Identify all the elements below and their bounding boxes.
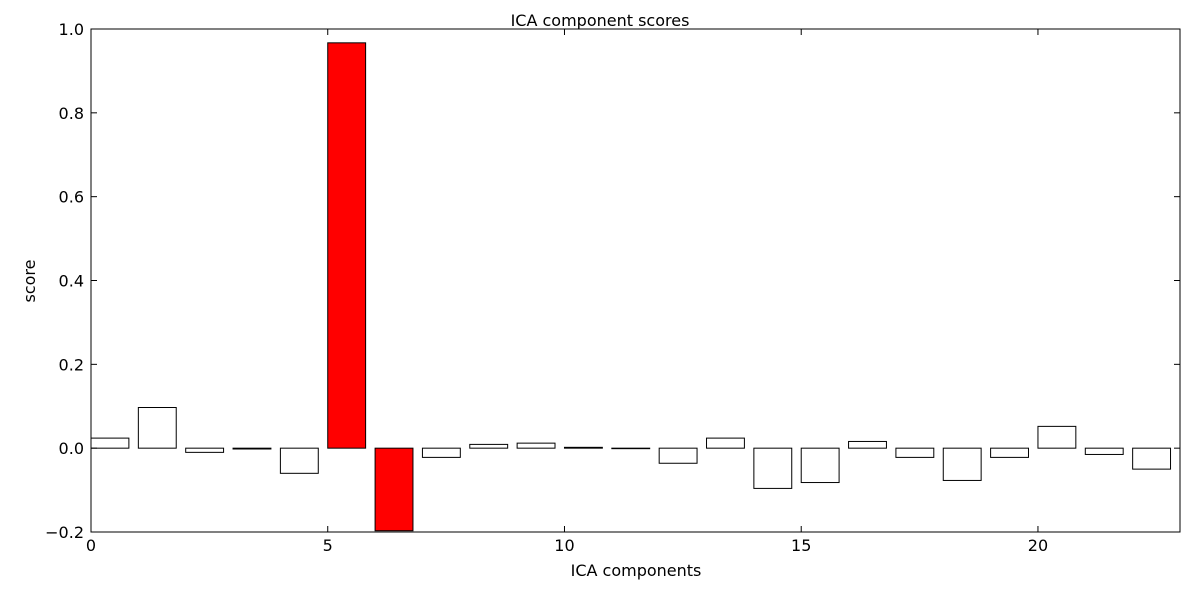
bar-component-22	[1132, 447, 1172, 470]
bar-component-14	[753, 447, 793, 489]
y-tick-label: 0.8	[59, 104, 84, 123]
y-tick-label: 0.2	[59, 355, 84, 374]
y-tick-label: −0.2	[45, 523, 84, 542]
bars-group	[90, 42, 1172, 532]
bar-component-6	[374, 447, 414, 532]
bar-component-18	[942, 447, 982, 481]
y-tick-label: 0.0	[59, 439, 84, 458]
y-tick-label: 0.4	[59, 272, 84, 291]
bar-component-9	[516, 442, 556, 449]
bar-component-4	[279, 447, 319, 474]
y-axis-label: score	[20, 260, 39, 303]
bar-component-12	[658, 447, 698, 464]
bar-component-0	[90, 437, 130, 449]
x-tick-label: 20	[1028, 536, 1048, 555]
bar-component-13	[706, 437, 745, 449]
bar-component-5	[327, 42, 367, 449]
x-tick-label: 15	[791, 536, 811, 555]
bar-component-3	[232, 447, 272, 450]
bar-component-8	[469, 443, 509, 449]
bar-component-10	[563, 446, 603, 449]
bar-component-2	[185, 447, 225, 453]
bar-component-16	[848, 440, 887, 449]
plot-frame	[90, 28, 1181, 533]
x-axis-label: ICA components	[571, 561, 702, 580]
bar-component-20	[1037, 425, 1077, 449]
y-tick-label: 1.0	[59, 20, 84, 39]
tick-labels-group: 0 5 10 15 20 −0.2 0.0 0.2 0.4 0.6 0.8 1.0	[45, 20, 1048, 555]
y-tick-label: 0.6	[59, 188, 84, 207]
x-tick-label: 0	[86, 536, 96, 555]
bar-component-1	[137, 407, 177, 449]
bar-component-15	[800, 447, 840, 484]
bar-component-7	[421, 447, 461, 458]
bar-component-21	[1084, 447, 1124, 455]
x-tick-label: 10	[554, 536, 574, 555]
chart-title: ICA component scores	[511, 11, 690, 30]
x-tick-label: 5	[323, 536, 333, 555]
bar-component-19	[990, 447, 1029, 458]
bar-component-11	[611, 447, 651, 450]
bar-component-17	[895, 447, 935, 458]
